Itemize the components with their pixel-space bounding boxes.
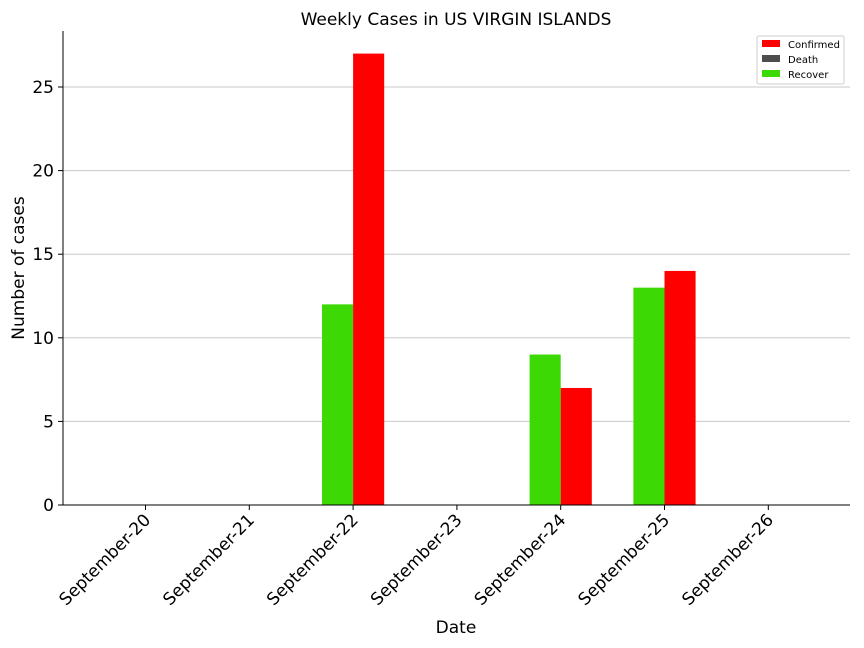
x-axis-ticks: September-20 September-21 September-22 Sept… (56, 505, 778, 610)
x-tick-label: September-22 (263, 510, 362, 609)
y-tick-label: 20 (32, 162, 54, 182)
chart-title: Weekly Cases in US VIRGIN ISLANDS (301, 10, 612, 30)
bar-recover (322, 304, 354, 505)
x-tick-label: September-23 (367, 510, 466, 609)
x-tick-label: September-26 (678, 510, 777, 609)
y-axis-label: Number of cases (9, 196, 29, 340)
bar-confirmed (664, 270, 696, 505)
gridlines (63, 86, 850, 422)
bar-confirmed (353, 53, 385, 505)
y-tick-label: 10 (32, 329, 54, 349)
x-axis-label: Date (436, 618, 477, 638)
bar-recover (529, 354, 561, 505)
legend-swatch-confirmed (762, 40, 780, 47)
y-tick-label: 0 (43, 496, 54, 516)
legend-label-confirmed: Confirmed (788, 40, 840, 51)
bar-recover (633, 287, 665, 505)
y-tick-label: 15 (32, 245, 54, 265)
x-tick-label: September-24 (471, 510, 570, 609)
y-axis-ticks: 0 5 10 15 20 25 (32, 78, 63, 516)
y-tick-label: 25 (32, 78, 54, 98)
y-tick-label: 5 (43, 412, 54, 432)
legend-label-death: Death (788, 55, 818, 66)
legend-swatch-recover (762, 70, 780, 77)
bar-confirmed (560, 387, 592, 505)
legend: Confirmed Death Recover (756, 35, 845, 85)
legend-label-recover: Recover (788, 70, 829, 81)
x-tick-label: September-21 (159, 510, 258, 609)
x-tick-label: September-25 (575, 510, 674, 609)
legend-swatch-death (762, 55, 780, 62)
bars (322, 53, 696, 505)
x-tick-label: September-20 (56, 510, 155, 609)
